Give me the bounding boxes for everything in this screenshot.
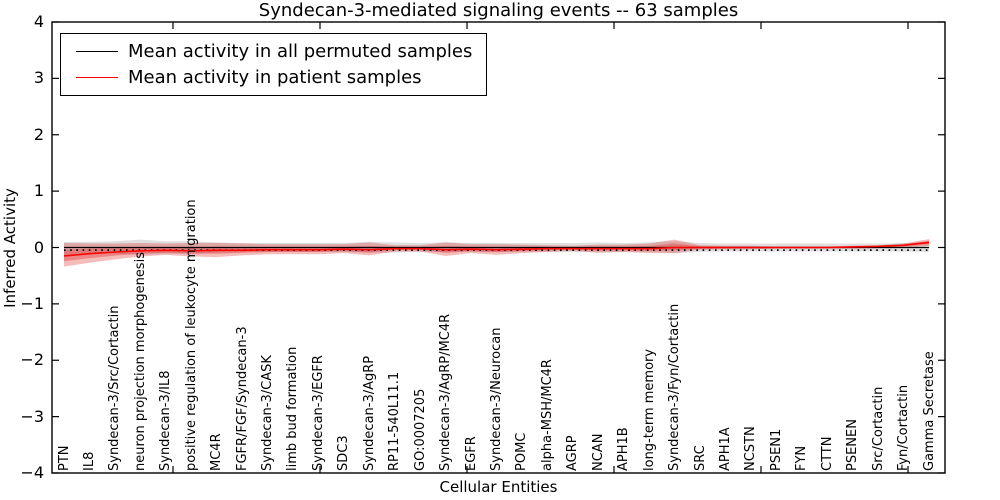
x-tick-label: SDC3: [336, 435, 352, 471]
legend-line-red-icon: [76, 77, 118, 78]
y-tick-label: 3: [33, 68, 44, 88]
patient-mean-line: [63, 241, 930, 257]
x-axis-label: Cellular Entities: [439, 478, 558, 496]
y-tick-label: −1: [20, 293, 44, 313]
x-tick-label: PTN: [56, 445, 72, 471]
x-tick-label: Syndecan-3/AgRP: [361, 355, 377, 471]
x-tick-label: CTTN: [819, 436, 835, 471]
y-tick-label: −4: [20, 463, 44, 482]
x-tick-label: Fyn/Cortactin: [896, 384, 912, 471]
legend-item-permuted: Mean activity in all permuted samples: [76, 41, 472, 62]
x-tick-label: IL8: [81, 451, 97, 471]
x-tick-label: NCSTN: [743, 426, 759, 471]
x-tick-label: Syndecan-3/Src/Cortactin: [107, 305, 123, 471]
y-tick-label: 1: [33, 181, 44, 201]
x-tick-label: PSENEN: [845, 419, 861, 471]
x-tick-label: Syndecan-3/CASK: [260, 355, 276, 471]
x-tick-label: Syndecan-3/IL8: [158, 370, 174, 471]
legend-item-patient: Mean activity in patient samples: [76, 67, 472, 88]
x-tick-label: GO:0007205: [412, 388, 428, 471]
y-tick-label: −2: [20, 350, 44, 370]
x-tick-label: Syndecan-3/Neurocan: [489, 327, 504, 471]
band-patient-core: [64, 240, 929, 262]
x-tick-label: FGFR/FGF/Syndecan-3: [234, 326, 250, 471]
x-tick-label: limb bud formation: [285, 346, 301, 471]
x-tick-label: POMC: [514, 432, 530, 471]
x-tick-label: long-term memory: [641, 348, 657, 471]
x-tick-label: Gamma Secretase: [921, 351, 937, 471]
legend: Mean activity in all permuted samples Me…: [60, 33, 488, 96]
y-tick-label: 2: [33, 124, 44, 144]
y-tick-label: 4: [33, 12, 44, 31]
x-tick-label: FYN: [794, 445, 810, 471]
chart-title: Syndecan-3-mediated signaling events -- …: [258, 0, 739, 21]
legend-label-patient: Mean activity in patient samples: [128, 67, 422, 88]
x-tick-label: Syndecan-3/Fyn/Cortactin: [667, 303, 683, 471]
x-tick-label: neuron projection morphogenesis: [132, 252, 148, 471]
x-tick-label: SRC: [692, 445, 708, 471]
y-tick-label: 0: [33, 237, 44, 257]
x-tick-label: RP11-540L11.1: [387, 371, 403, 471]
x-tick-label: Syndecan-3/EGFR: [310, 355, 326, 471]
x-tick-label: Syndecan-3/AgRP/MC4R: [438, 313, 454, 471]
x-tick-label: EGFR: [463, 436, 479, 471]
x-tick-label: positive regulation of leukocyte migrati…: [183, 199, 199, 471]
y-tick-label: −3: [20, 406, 44, 426]
band-patient-range: [64, 239, 929, 267]
legend-label-permuted: Mean activity in all permuted samples: [128, 41, 473, 62]
x-tick-label: NCAN: [590, 433, 606, 471]
x-tick-label: APH1B: [616, 427, 632, 471]
x-tick-label: alpha-MSH/MC4R: [539, 359, 555, 471]
legend-line-black-icon: [76, 51, 118, 52]
x-tick-label: Src/Cortactin: [870, 386, 886, 471]
x-tick-label: AGRP: [565, 435, 581, 471]
x-tick-label: APH1A: [717, 427, 733, 471]
x-tick-label: MC4R: [209, 433, 225, 471]
x-tick-label: PSEN1: [768, 428, 784, 471]
